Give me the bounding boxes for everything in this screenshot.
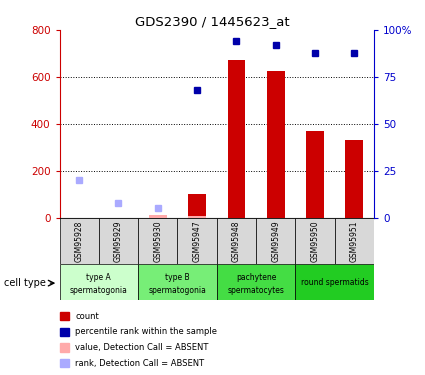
Bar [295,264,374,300]
Bar [60,217,99,264]
Bar [138,217,178,264]
Text: GSM95928: GSM95928 [75,220,84,262]
Bar [256,217,295,264]
Bar [346,140,363,218]
Bar [217,217,256,264]
Text: GSM95950: GSM95950 [311,220,320,262]
Text: GSM95949: GSM95949 [271,220,280,262]
Bar [295,217,335,264]
Text: round spermatids: round spermatids [301,278,368,286]
Bar [149,215,167,217]
Text: value, Detection Call = ABSENT: value, Detection Call = ABSENT [75,343,209,352]
Bar [267,71,285,217]
Text: spermatocytes: spermatocytes [228,285,284,294]
Text: pachytene: pachytene [236,273,276,282]
Text: percentile rank within the sample: percentile rank within the sample [75,327,217,336]
Text: spermatogonia: spermatogonia [148,285,207,294]
Text: GSM95947: GSM95947 [193,220,201,262]
Bar [227,60,245,217]
Bar [60,312,69,320]
Text: GSM95929: GSM95929 [114,220,123,262]
Text: rank, Detection Call = ABSENT: rank, Detection Call = ABSENT [75,359,204,368]
Bar [138,264,217,300]
Bar [60,344,69,352]
Bar [60,264,138,300]
Bar [335,217,374,264]
Bar [60,359,69,368]
Text: type A: type A [86,273,111,282]
Text: spermatogonia: spermatogonia [70,285,128,294]
Text: type B: type B [165,273,190,282]
Text: GSM95948: GSM95948 [232,220,241,262]
Text: GDS2390 / 1445623_at: GDS2390 / 1445623_at [135,15,290,28]
Bar [217,264,295,300]
Text: count: count [75,312,99,321]
Text: cell type: cell type [4,278,46,288]
Bar [99,217,138,264]
Bar [178,217,217,264]
Text: GSM95930: GSM95930 [153,220,162,262]
Bar [188,216,206,217]
Text: GSM95951: GSM95951 [350,220,359,262]
Bar [306,131,324,218]
Bar [188,194,206,217]
Bar [60,328,69,336]
